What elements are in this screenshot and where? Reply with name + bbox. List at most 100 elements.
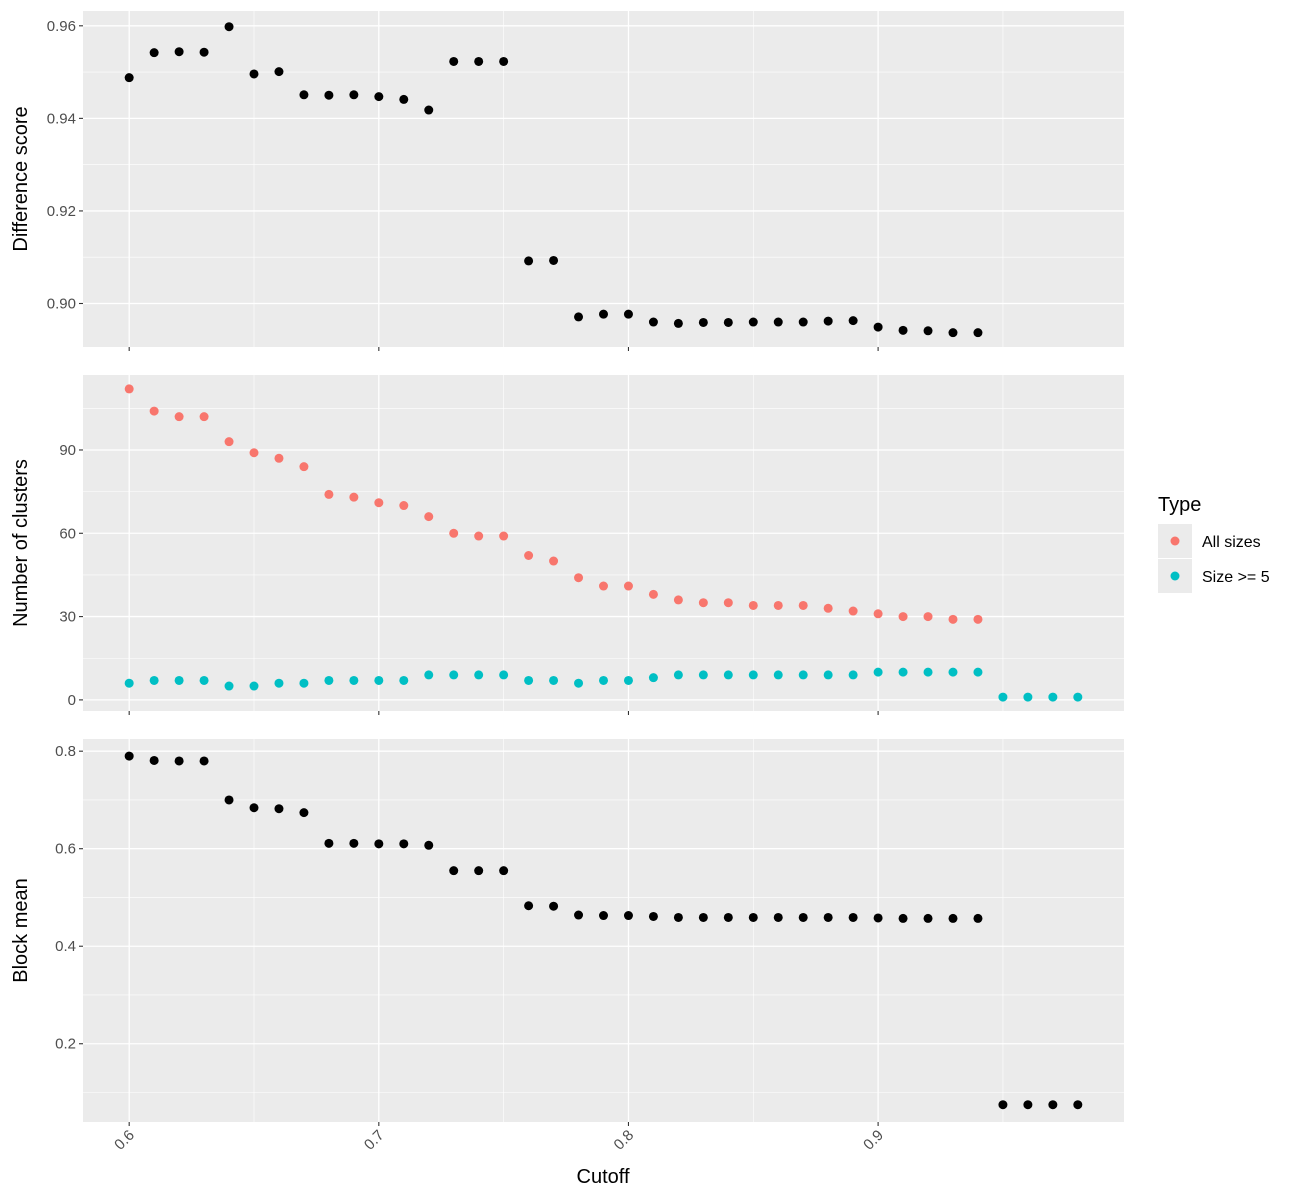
y-axis-title: Difference score xyxy=(10,106,32,251)
data-point xyxy=(249,803,259,813)
data-point xyxy=(424,105,434,115)
data-point xyxy=(274,804,284,814)
data-point xyxy=(349,90,359,100)
data-point xyxy=(324,489,334,499)
x-axis-title: Cutoff xyxy=(577,1166,630,1188)
block-mean-panel: 0.2 0.4 0.6 0.8 Block mean xyxy=(10,739,1124,1126)
data-point xyxy=(673,595,683,605)
data-point xyxy=(1048,1100,1058,1110)
data-point xyxy=(773,600,783,610)
data-point xyxy=(399,675,409,685)
data-point xyxy=(723,912,733,922)
data-point xyxy=(973,913,983,923)
data-point xyxy=(524,901,534,911)
data-point xyxy=(149,755,159,765)
data-point xyxy=(224,795,234,805)
data-point xyxy=(623,309,633,319)
data-point xyxy=(623,581,633,591)
y-tick-label: 60 xyxy=(59,525,76,542)
series-points xyxy=(124,667,1083,702)
data-point xyxy=(898,913,908,923)
data-point xyxy=(599,309,608,319)
legend-label-all-sizes: All sizes xyxy=(1202,534,1261,551)
data-point xyxy=(224,437,234,447)
data-point xyxy=(773,317,783,327)
data-point xyxy=(798,670,808,680)
data-point xyxy=(399,839,409,849)
data-point xyxy=(549,675,559,685)
data-point xyxy=(923,326,933,336)
data-point xyxy=(823,670,833,680)
data-point xyxy=(723,670,733,680)
panel-background xyxy=(83,739,1124,1122)
data-point xyxy=(349,492,359,502)
data-point xyxy=(1048,692,1058,702)
x-tick-label: 0.8 xyxy=(611,1127,638,1154)
data-point xyxy=(1073,1100,1083,1110)
data-point xyxy=(424,670,434,680)
data-point xyxy=(299,678,309,688)
x-tick-label: 0.6 xyxy=(111,1127,138,1154)
data-point xyxy=(449,866,459,876)
x-tick-label: 0.9 xyxy=(860,1127,887,1154)
panel-background xyxy=(83,375,1124,711)
data-point xyxy=(673,318,683,328)
data-point xyxy=(424,840,434,850)
data-point xyxy=(424,512,434,522)
data-point xyxy=(549,901,559,911)
data-point xyxy=(773,912,783,922)
data-point xyxy=(199,675,209,685)
data-point xyxy=(748,600,758,610)
data-point xyxy=(299,90,309,100)
data-point xyxy=(723,598,733,608)
data-point xyxy=(399,501,409,511)
y-tick-label: 0.92 xyxy=(47,203,76,220)
data-point xyxy=(174,47,184,57)
data-point xyxy=(124,384,134,394)
data-point xyxy=(324,838,334,848)
data-point xyxy=(249,681,259,691)
data-point xyxy=(199,756,209,766)
data-point xyxy=(823,912,833,922)
series-points xyxy=(124,22,983,338)
data-point xyxy=(973,667,983,677)
data-point xyxy=(698,670,708,680)
y-tick-label: 0.94 xyxy=(47,110,76,127)
data-point xyxy=(698,598,708,608)
data-point xyxy=(748,912,758,922)
legend-title: Type xyxy=(1158,494,1201,516)
data-point xyxy=(748,317,758,327)
data-point xyxy=(898,325,908,335)
data-point xyxy=(948,667,958,677)
data-point xyxy=(1023,692,1033,702)
data-point xyxy=(798,600,808,610)
y-tick-label: 0.6 xyxy=(55,841,76,858)
data-point xyxy=(149,406,159,416)
y-tick-label: 0.96 xyxy=(47,18,76,35)
number-of-clusters-panel: 0 30 60 90 Number of clusters xyxy=(10,375,1124,715)
data-point xyxy=(499,56,509,66)
data-point xyxy=(574,910,584,920)
data-point xyxy=(823,603,833,613)
y-tick-label: 90 xyxy=(59,442,76,459)
data-point xyxy=(599,581,608,591)
y-axis-title: Number of clusters xyxy=(10,459,32,627)
data-point xyxy=(998,692,1008,702)
data-point xyxy=(324,90,334,100)
data-point xyxy=(274,453,284,463)
data-point xyxy=(174,756,184,766)
y-tick-label: 0.90 xyxy=(47,295,76,312)
series-points xyxy=(124,384,983,624)
y-tick-label: 0.2 xyxy=(55,1036,76,1053)
data-point xyxy=(948,614,958,624)
data-point xyxy=(549,255,559,265)
data-point xyxy=(524,675,534,685)
y-tick-label: 0 xyxy=(68,692,76,709)
y-axis-title: Block mean xyxy=(10,878,32,983)
data-point xyxy=(898,612,908,622)
y-tick-label: 30 xyxy=(59,609,76,626)
legend-label-size-ge-5: Size >= 5 xyxy=(1202,569,1270,586)
data-point xyxy=(873,667,883,677)
data-point xyxy=(848,316,858,326)
data-point xyxy=(723,317,733,327)
